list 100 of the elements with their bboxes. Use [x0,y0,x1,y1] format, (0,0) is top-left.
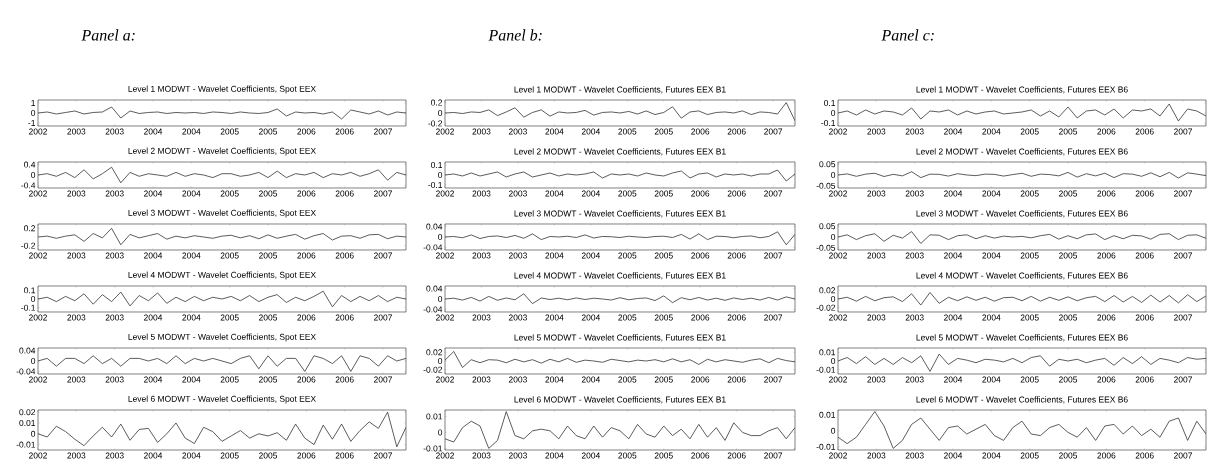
y-tick-label: 0.1 [24,287,36,294]
x-tick-label: 2003 [867,252,886,259]
x-tick-label: 2004 [182,252,201,259]
x-tick-label: 2004 [182,190,201,197]
x-tick-label: 2004 [144,128,163,135]
x-tick-label: 2006 [1097,128,1116,135]
x-tick-label: 2007 [1174,252,1192,259]
x-tick-label: 2004 [182,376,201,383]
x-tick-label: 2003 [67,128,86,135]
x-tick-label: 2002 [829,252,847,259]
x-tick-label: 2002 [436,128,454,135]
x-tick-label: 2005 [1059,128,1078,135]
x-tick-label: 2006 [1097,190,1116,197]
line-series [38,227,406,246]
x-tick-label: 2004 [944,452,963,459]
x-tick-label: 2004 [982,376,1001,383]
x-tick-label: 2004 [581,252,601,259]
x-tick-label: 2003 [508,252,527,259]
x-tick-label: 2006 [297,376,316,383]
y-tick-label: 0.4 [24,161,36,168]
x-tick-label: 2007 [1174,128,1192,135]
x-tick-label: 2004 [144,190,163,197]
x-tick-label: 2003 [867,452,886,459]
chart-title: Level 4 MODWT - Wavelet Coefficients, Futures EEX B6 [916,272,1128,280]
x-tick-label: 2005 [1059,376,1078,383]
x-tick-label: 2007 [764,128,783,135]
y-tick-label: -0.2 [428,120,443,127]
x-tick-label: 2004 [581,190,601,197]
chart-title: Level 5 MODWT - Wavelet Coefficients, Futures EEX B1 [514,334,726,342]
y-tick-label: 0.1 [431,162,443,168]
line-series [38,290,406,308]
x-tick-label: 2005 [1020,376,1039,383]
x-tick-label: 2005 [654,252,673,259]
x-tick-label: 2007 [764,452,783,459]
y-tick-label: 0.02 [426,349,443,356]
x-tick-label: 2003 [472,314,491,321]
x-tick-label: 2004 [182,452,201,459]
y-tick-label: 0.01 [819,349,836,356]
x-tick-label: 2002 [436,376,454,383]
x-tick-label: 2006 [335,452,354,459]
chart-title: Level 2 MODWT - Wavelet Coefficients, Futures EEX B6 [916,148,1128,156]
y-tick-label: 0 [438,429,443,436]
line-series [445,231,795,246]
x-tick-label: 2005 [259,190,278,197]
chart-title: Level 2 MODWT - Wavelet Coefficients, Spot EEX [128,147,316,156]
y-tick-label: 0 [831,296,836,302]
line-series [838,171,1207,179]
chart-title: Level 3 MODWT - Wavelet Coefficients, Spot EEX [128,209,316,218]
x-tick-label: 2006 [1135,314,1154,321]
y-tick-label: -0.4 [21,182,36,189]
x-tick-label: 2004 [581,452,601,459]
x-tick-label: 2003 [67,314,86,321]
x-tick-label: 2004 [144,376,163,383]
x-tick-label: 2007 [1174,452,1192,459]
x-tick-label: 2002 [436,452,454,459]
y-tick-label: 0.01 [819,411,836,418]
x-tick-label: 2003 [508,190,527,197]
x-tick-label: 2005 [618,128,637,135]
chart-title: Level 1 MODWT - Wavelet Coefficients, Futures EEX B1 [514,86,726,94]
chart-title: Level 4 MODWT - Wavelet Coefficients, Spot EEX [128,271,316,280]
y-tick-label: 0.02 [19,409,36,416]
chart-title: Level 1 MODWT - Wavelet Coefficients, Futures EEX B6 [916,86,1128,94]
x-tick-label: 2003 [508,452,527,459]
x-tick-label: 2004 [944,376,963,383]
x-tick-label: 2004 [982,252,1001,259]
y-tick-label: -0.04 [423,306,443,313]
x-tick-label: 2002 [436,314,454,321]
x-tick-label: 2005 [220,252,239,259]
x-tick-label: 2006 [297,190,316,197]
x-tick-label: 2003 [105,128,124,135]
line-series [838,353,1207,372]
x-tick-label: 2004 [982,452,1001,459]
line-series [38,411,406,448]
x-tick-label: 2005 [654,314,673,321]
y-tick-label: 0 [831,358,836,364]
y-tick-label: -0.01 [816,366,836,373]
x-tick-label: 2006 [691,314,710,321]
x-tick-label: 2004 [944,190,963,197]
x-tick-label: 2004 [982,190,1001,197]
x-tick-label: 2002 [29,190,47,197]
x-tick-label: 2004 [545,376,564,383]
y-tick-label: 0.2 [24,225,36,232]
y-tick-label: 0 [31,172,36,178]
x-tick-label: 2006 [1135,128,1154,135]
y-tick-label: 0.04 [19,347,36,354]
x-tick-label: 2004 [545,252,564,259]
y-tick-label: -0.05 [816,182,836,189]
x-tick-label: 2005 [220,190,239,197]
y-tick-label: -0.02 [423,366,443,373]
line-series [838,292,1207,306]
line-series [445,293,795,305]
x-tick-label: 2003 [905,190,924,197]
x-tick-label: 2003 [472,452,491,459]
x-tick-label: 2007 [374,190,392,197]
y-tick-label: -0.2 [21,242,36,249]
x-tick-label: 2006 [1097,252,1116,259]
x-tick-label: 2005 [618,452,637,459]
x-tick-label: 2003 [905,252,924,259]
x-tick-label: 2002 [829,376,847,383]
x-tick-label: 2006 [1097,314,1116,321]
